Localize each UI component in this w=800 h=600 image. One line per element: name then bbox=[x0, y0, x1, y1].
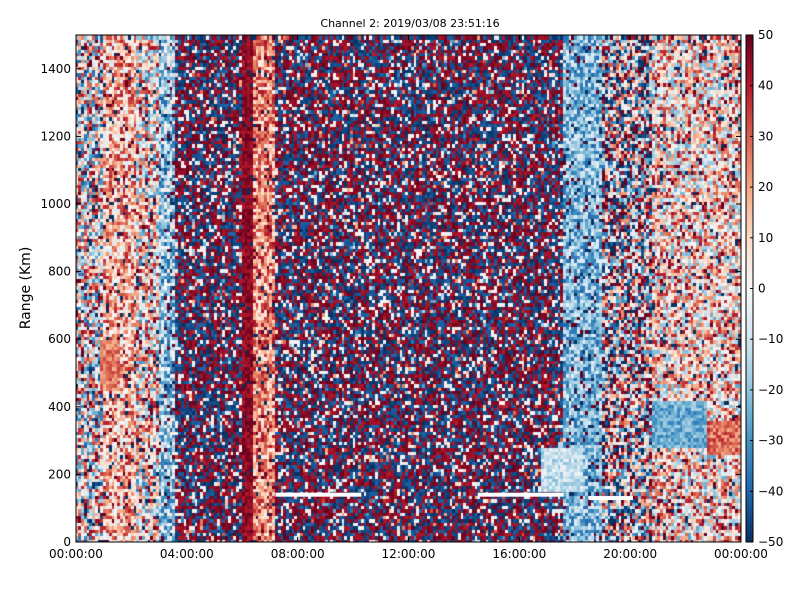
blank-line bbox=[588, 496, 633, 501]
y-tick-label: 600 bbox=[48, 332, 71, 346]
chart-title: Channel 2: 2019/03/08 23:51:16 bbox=[320, 17, 499, 30]
x-axis: 00:00:00 04:00:00 08:00:00 12:00:00 16:00:00… bbox=[49, 35, 768, 561]
colorbar-ticks: −50 −40 −30 −20 −10 0 10 20 30 40 50 bbox=[750, 28, 783, 549]
x-tick-label: 16:00:00 bbox=[492, 547, 546, 561]
heatmap-image bbox=[76, 35, 741, 542]
heatmap-cells bbox=[76, 35, 741, 542]
colorbar-tick-label: −10 bbox=[758, 332, 783, 346]
blank-lines bbox=[275, 492, 633, 501]
x-tick-label: 20:00:00 bbox=[603, 547, 657, 561]
colorbar-tick-label: 40 bbox=[758, 79, 773, 93]
colorbar-tick-label: 0 bbox=[758, 282, 766, 296]
colorbar-tick-label: 50 bbox=[758, 28, 773, 42]
y-tick-label: 200 bbox=[48, 467, 71, 481]
x-tick-label: 08:00:00 bbox=[271, 547, 325, 561]
colorbar-tick-label: 20 bbox=[758, 180, 773, 194]
colorbar-tick-label: −50 bbox=[758, 535, 783, 549]
colorbar-tick-label: −20 bbox=[758, 383, 783, 397]
colorbar-tick-label: 10 bbox=[758, 231, 773, 245]
colorbar-tick-label: 30 bbox=[758, 129, 773, 143]
y-tick-label: 1400 bbox=[40, 62, 71, 76]
colorbar-tick-label: −40 bbox=[758, 484, 783, 498]
y-tick-label: 800 bbox=[48, 265, 71, 279]
y-tick-label: 1200 bbox=[40, 129, 71, 143]
x-tick-label: 00:00:00 bbox=[49, 547, 103, 561]
y-tick-label: 0 bbox=[63, 535, 71, 549]
x-tick-label: 12:00:00 bbox=[382, 547, 436, 561]
y-tick-label: 1000 bbox=[40, 197, 71, 211]
blank-line bbox=[477, 492, 564, 497]
colorbar-tick-label: −30 bbox=[758, 434, 783, 448]
y-axis: 0 200 400 600 800 1000 1200 1400 bbox=[40, 62, 741, 549]
y-axis-label: Range (Km) bbox=[18, 247, 34, 330]
x-tick-label: 04:00:00 bbox=[160, 547, 214, 561]
y-tick-label: 400 bbox=[48, 400, 71, 414]
x-tick-label: 00:00:00 bbox=[714, 547, 768, 561]
blank-line bbox=[275, 492, 362, 497]
